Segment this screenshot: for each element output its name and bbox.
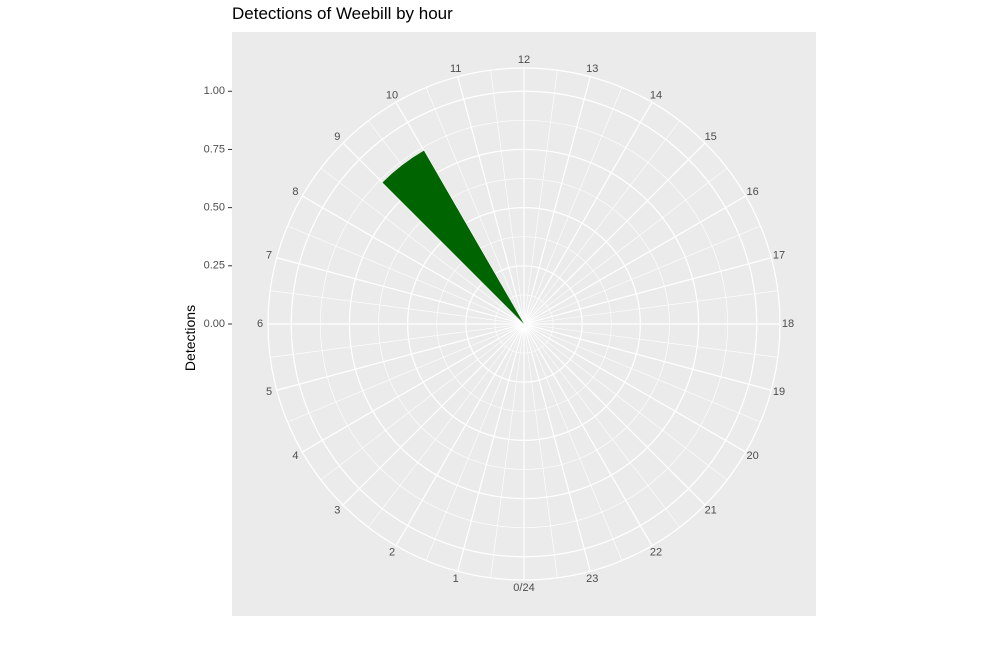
minor-spoke — [270, 323, 525, 358]
chart-title: Detections of Weebill by hour — [232, 4, 453, 23]
minor-spoke — [287, 323, 525, 423]
hour-label: 23 — [586, 573, 598, 585]
hour-label: 3 — [334, 505, 340, 517]
minor-spoke — [523, 323, 728, 481]
hour-label: 18 — [782, 318, 794, 330]
minor-spoke — [287, 225, 525, 325]
bars — [382, 150, 524, 324]
hour-label: 17 — [773, 250, 785, 262]
hour-label: 1 — [453, 573, 459, 585]
hour-label: 12 — [518, 54, 530, 66]
y-tick-label: 0.00 — [204, 318, 225, 330]
minor-spoke — [523, 167, 728, 325]
hour-label: 2 — [389, 547, 395, 559]
y-tick-label: 0.50 — [204, 202, 225, 214]
hour-label: 6 — [257, 318, 263, 330]
major-grid-circle — [465, 265, 583, 383]
major-spoke — [523, 323, 591, 572]
hour-label: 21 — [705, 505, 717, 517]
hour-label: 15 — [705, 131, 717, 143]
hour-label: 4 — [292, 450, 298, 462]
major-grid-circle — [348, 148, 700, 500]
hour-label: 20 — [746, 450, 758, 462]
hour-label: 11 — [450, 63, 461, 75]
minor-spoke — [490, 70, 525, 325]
hour-label: 8 — [292, 186, 298, 198]
minor-spoke — [320, 323, 525, 481]
hour-label: 14 — [650, 89, 662, 101]
hour-label: 9 — [334, 131, 340, 143]
major-spoke — [523, 257, 772, 325]
minor-spoke — [523, 225, 761, 325]
minor-spoke — [270, 290, 525, 325]
major-spoke — [301, 323, 525, 453]
major-grid-circle — [290, 90, 758, 558]
hour-label: 5 — [266, 386, 272, 398]
bar-hour-9 — [382, 150, 524, 324]
major-spoke — [395, 323, 525, 547]
hour-label: 10 — [386, 89, 398, 101]
hour-label: 16 — [746, 186, 758, 198]
minor-spoke — [523, 323, 778, 358]
minor-spoke — [425, 87, 525, 325]
hour-label: 19 — [773, 386, 785, 398]
y-axis: 0.00 0.25 0.50 0.75 1.00 — [204, 85, 232, 330]
major-spoke — [523, 323, 772, 391]
major-spoke — [457, 323, 525, 572]
minor-spoke — [523, 290, 778, 325]
minor-spoke — [523, 323, 558, 578]
y-axis-label: Detections — [182, 305, 198, 371]
minor-spoke — [523, 70, 558, 325]
minor-spoke — [320, 167, 525, 325]
major-spoke — [301, 195, 525, 325]
hour-label: 0/24 — [513, 582, 534, 594]
y-tick-label: 0.25 — [204, 260, 225, 272]
minor-spoke — [425, 323, 525, 561]
major-spoke — [276, 323, 525, 391]
major-spoke — [523, 323, 653, 547]
minor-grid-circle — [436, 236, 612, 412]
major-spoke — [342, 323, 525, 506]
hour-labels: 0/24123456789101112131415161718192021222… — [257, 54, 794, 594]
major-spoke — [523, 76, 591, 325]
major-spoke — [523, 195, 747, 325]
minor-grid-circle — [494, 294, 554, 354]
major-spoke — [523, 142, 706, 325]
minor-grid-circle — [320, 120, 728, 528]
major-spoke — [342, 142, 525, 325]
major-spoke — [523, 101, 653, 325]
y-tick-label: 0.75 — [204, 143, 225, 155]
minor-spoke — [523, 87, 623, 325]
minor-spoke — [523, 323, 623, 561]
minor-spoke — [523, 120, 681, 325]
hour-label: 7 — [266, 250, 272, 262]
minor-spoke — [367, 323, 525, 528]
major-grid-circle — [407, 207, 641, 441]
minor-spoke — [490, 323, 525, 578]
major-spoke — [457, 76, 525, 325]
major-spoke — [523, 323, 747, 453]
hour-label: 22 — [650, 547, 662, 559]
outer-grid-circle — [267, 67, 781, 581]
major-spoke — [523, 323, 706, 506]
minor-spoke — [523, 323, 761, 423]
y-tick-label: 1.00 — [204, 85, 225, 97]
major-spoke — [276, 257, 525, 325]
hour-label: 13 — [586, 63, 598, 75]
minor-grid-circle — [378, 178, 670, 470]
minor-spoke — [523, 323, 681, 528]
